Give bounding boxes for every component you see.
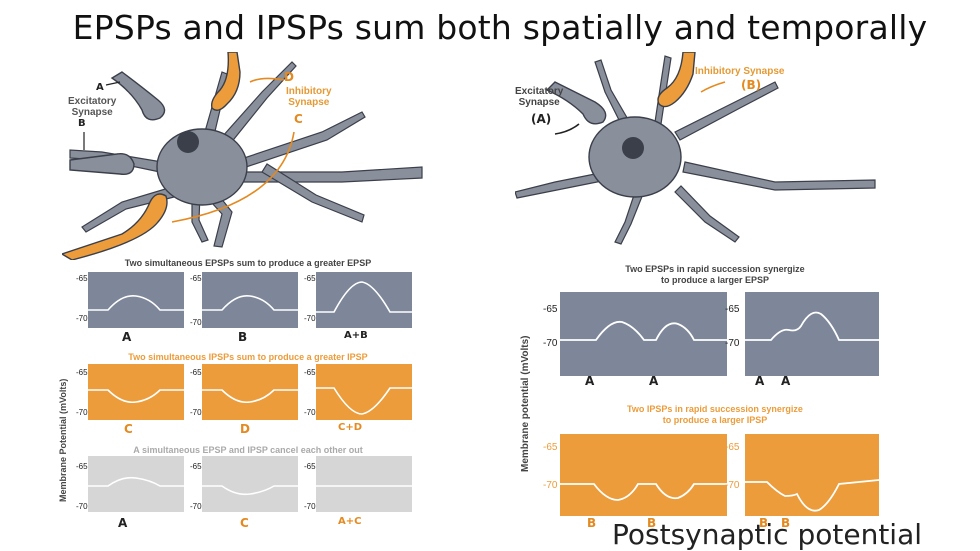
cutoff-caption: Postsynaptic potential xyxy=(612,518,923,551)
cancel-plot-a xyxy=(88,456,184,512)
right-ipsp-caption: Two IPSPs in rapid succession synergize … xyxy=(627,404,803,425)
tick-r1-b-bot: -70 xyxy=(190,318,202,327)
cancel-plot-ac xyxy=(316,456,412,512)
epsp-plot-ab xyxy=(316,272,412,328)
r-ipsp-tick2-bot: -70 xyxy=(725,480,740,491)
label-r3-3: A+C xyxy=(338,516,362,527)
left-inhibitory-label: Inhibitory Synapse xyxy=(286,86,332,108)
tick-r2-c-top: -65 xyxy=(304,368,316,377)
epsp-succession-trace-1 xyxy=(560,320,727,341)
cancel-trace-c xyxy=(202,485,298,496)
ipsp-trace-c xyxy=(88,389,184,404)
cancel-trace-a xyxy=(88,476,184,487)
left-neuron-illustration xyxy=(62,52,423,260)
ipsp-plot-cd xyxy=(316,364,412,420)
left-row2-caption: Two simultaneous IPSPs sum to produce a … xyxy=(128,352,368,362)
left-row1-caption: Two simultaneous EPSPs sum to produce a … xyxy=(124,258,372,268)
epsp-succession-plot-1 xyxy=(560,292,727,376)
label-r2-1: C xyxy=(124,422,133,436)
ipsp-succession-trace-1 xyxy=(560,483,727,501)
r-ipsp-label-1b: B xyxy=(647,516,657,530)
label-r2-2: D xyxy=(240,422,250,436)
cancel-plot-c xyxy=(202,456,298,512)
ipsp-plot-d xyxy=(202,364,298,420)
epsp-trace-a xyxy=(88,294,184,311)
left-label-b: B xyxy=(78,118,86,129)
r-epsp-tick2-top: -65 xyxy=(725,304,740,315)
left-y-axis-label: Membrane Potential (mVolts) xyxy=(58,378,68,502)
epsp-trace-ab xyxy=(316,281,412,313)
label-r1-2: B xyxy=(238,330,248,344)
tick-r3-b-top: -65 xyxy=(190,462,202,471)
r-ipsp-label-2a: B xyxy=(759,516,769,530)
label-r2-3: C+D xyxy=(338,422,363,433)
cancel-trace-ac xyxy=(316,485,412,487)
r-epsp-label-2b: A xyxy=(781,374,791,388)
tick-r3-b-bot: -70 xyxy=(190,502,202,511)
right-label-b: (B) xyxy=(741,78,762,92)
right-inhibitory-label: Inhibitory Synapse xyxy=(695,66,785,77)
ipsp-trace-cd xyxy=(316,387,412,415)
tick-r1-a-bot: -70 xyxy=(76,314,88,323)
left-figure: A Excitatory Synapse B D Inhibitory Syna… xyxy=(58,52,434,536)
tick-r2-b-top: -65 xyxy=(190,368,202,377)
right-epsp-caption: Two EPSPs in rapid succession synergize … xyxy=(625,264,805,285)
r-epsp-tick1-top: -65 xyxy=(543,304,558,315)
tick-r1-c-top: -65 xyxy=(304,274,316,283)
r-epsp-tick2-bot: -70 xyxy=(725,338,740,349)
r-epsp-label-2a: A xyxy=(755,374,765,388)
r-epsp-tick1-bot: -70 xyxy=(543,338,558,349)
label-r1-1: A xyxy=(122,330,132,344)
r-ipsp-label-1a: B xyxy=(587,516,597,530)
left-row3-caption: A simultaneous EPSP and IPSP cancel each… xyxy=(133,445,363,455)
r-ipsp-tick1-top: -65 xyxy=(543,442,558,453)
tick-r3-c-bot: -70 xyxy=(304,502,316,511)
ipsp-succession-plot-1 xyxy=(560,434,727,516)
r-ipsp-label-2b: B xyxy=(781,516,791,530)
left-label-c: C xyxy=(294,112,303,126)
right-excitatory-label: Excitatory Synapse xyxy=(515,86,564,108)
tick-r2-c-bot: -70 xyxy=(304,408,316,417)
r-ipsp-tick1-bot: -70 xyxy=(543,480,558,491)
tick-r3-a-top: -65 xyxy=(76,462,88,471)
left-label-a: A xyxy=(96,82,104,93)
tick-r1-a-top: -65 xyxy=(76,274,88,283)
left-excitatory-label: Excitatory Synapse xyxy=(68,96,117,118)
tick-r3-a-bot: -70 xyxy=(76,502,88,511)
ipsp-succession-trace-2 xyxy=(745,479,880,512)
r-ipsp-tick2-top: -65 xyxy=(725,442,740,453)
slide-title: EPSPs and IPSPs sum both spatially and t… xyxy=(72,8,928,47)
tick-r3-c-top: -65 xyxy=(304,462,316,471)
right-y-axis-label: Membrane potential (mVolts) xyxy=(520,335,531,473)
tick-r1-b-top: -65 xyxy=(190,274,202,283)
ipsp-plot-c xyxy=(88,364,184,420)
label-r1-3: A+B xyxy=(344,330,368,341)
r-epsp-label-1b: A xyxy=(649,374,659,388)
epsp-plot-b xyxy=(202,272,298,328)
right-neuron-illustration xyxy=(515,52,876,245)
epsp-succession-plot-2 xyxy=(745,292,879,376)
epsp-plot-a xyxy=(88,272,184,328)
tick-r2-a-bot: -70 xyxy=(76,408,88,417)
epsp-succession-trace-2 xyxy=(745,311,879,341)
left-label-d: D xyxy=(284,70,294,84)
r-epsp-label-1a: A xyxy=(585,374,595,388)
tick-r2-b-bot: -70 xyxy=(190,408,202,417)
tick-r2-a-top: -65 xyxy=(76,368,88,377)
label-r3-2: C xyxy=(240,516,249,530)
right-figure: Excitatory Synapse (A) Inhibitory Synaps… xyxy=(515,52,885,536)
tick-r1-c-bot: -70 xyxy=(304,314,316,323)
label-r3-1: A xyxy=(118,516,128,530)
ipsp-trace-d xyxy=(202,389,298,404)
ipsp-succession-plot-2 xyxy=(745,434,880,516)
right-label-a: (A) xyxy=(531,112,552,126)
epsp-trace-b xyxy=(202,294,298,311)
